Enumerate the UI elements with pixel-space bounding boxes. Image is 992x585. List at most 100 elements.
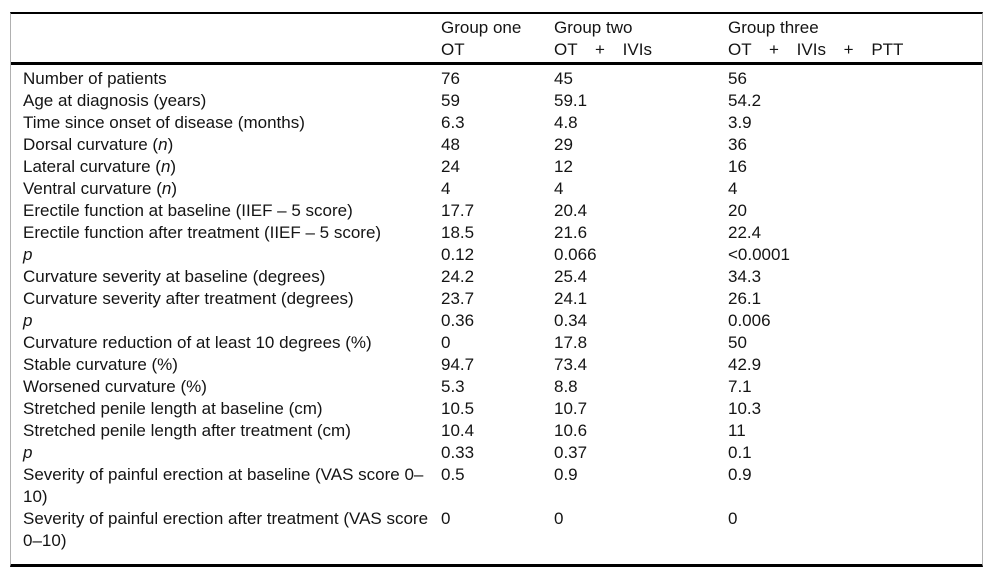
cell-value: 20 — [728, 201, 747, 220]
cell-value: 0.006 — [728, 311, 771, 330]
table-row: Stretched penile length at baseline (cm)… — [23, 398, 982, 420]
cell-value: 25.4 — [554, 267, 588, 286]
cell-value: 36 — [728, 135, 747, 154]
row-label-part: Stretched penile length after treatment … — [23, 421, 351, 440]
table-row: p 0.33 0.37 0.1 — [23, 442, 982, 464]
row-label: Erectile function at baseline (IIEF – 5 … — [23, 200, 441, 222]
cell-value: 0 — [441, 333, 451, 352]
row-label-italic-part: n — [158, 135, 168, 154]
table-row: Worsened curvature (%) 5.3 8.8 7.1 — [23, 376, 982, 398]
row-label-italic-part: p — [23, 245, 33, 264]
cell-value: 54.2 — [728, 91, 762, 110]
table-row: Curvature severity at baseline (degrees)… — [23, 266, 982, 288]
table-row: Erectile function after treatment (IIEF … — [23, 222, 982, 244]
cell-value: 16 — [728, 157, 747, 176]
row-label-part: Stable curvature (%) — [23, 355, 178, 374]
cell-value: 10.6 — [554, 421, 588, 440]
table-row: Time since onset of disease (months) 6.3 4… — [23, 112, 982, 134]
row-label-part: Dorsal curvature ( — [23, 135, 159, 154]
cell-value: 24 — [441, 157, 460, 176]
cell-value: 17.7 — [441, 201, 475, 220]
patient-outcomes-table: Group one OT Group two OT + IVIs Group t… — [10, 12, 983, 567]
cell-value: 29 — [554, 135, 573, 154]
cell-value: 94.7 — [441, 355, 475, 374]
cell-value: 0.36 — [441, 311, 475, 330]
row-label-part: Curvature severity at baseline (degrees) — [23, 267, 326, 286]
cell-value: 10.4 — [441, 421, 475, 440]
cell-value: 7.1 — [728, 377, 752, 396]
table-row: Stable curvature (%) 94.7 73.4 42.9 — [23, 354, 982, 376]
cell-value: 10.3 — [728, 399, 762, 418]
cell-value: 48 — [441, 135, 460, 154]
row-label: p — [23, 244, 441, 266]
cell-value: 10.5 — [441, 399, 475, 418]
cell-value: 0.37 — [554, 443, 588, 462]
row-label: p — [23, 442, 441, 464]
cell-value: 4 — [554, 179, 564, 198]
row-label-part: Curvature severity after treatment (degr… — [23, 289, 354, 308]
row-label: Severity of painful erection after treat… — [23, 508, 441, 552]
cell-value: 0 — [441, 509, 451, 528]
cell-value: 5.3 — [441, 377, 465, 396]
row-label-part: ) — [170, 157, 177, 176]
row-label-part: Ventral curvature ( — [23, 179, 162, 198]
row-label-part: ) — [167, 135, 174, 154]
table-row: Curvature reduction of at least 10 degre… — [23, 332, 982, 354]
row-label: Dorsal curvature (n) — [23, 134, 441, 156]
header-corner-cell — [23, 17, 441, 61]
cell-value: 0 — [554, 509, 564, 528]
cell-value: 45 — [554, 69, 573, 88]
row-label: Stretched penile length after treatment … — [23, 420, 441, 442]
row-label: p — [23, 310, 441, 332]
row-label-italic-part: n — [160, 157, 171, 176]
cell-value: 23.7 — [441, 289, 475, 308]
row-label-part: Erectile function after treatment (IIEF … — [23, 223, 382, 242]
cell-value: 22.4 — [728, 223, 762, 242]
row-label-part: Erectile function at baseline (IIEF – 5 … — [23, 201, 353, 220]
row-label-part: Severity of painful erection at baseline… — [23, 465, 424, 506]
row-label-part: Lateral curvature ( — [23, 157, 161, 176]
cell-value: 59 — [441, 91, 460, 110]
cell-value: 6.3 — [441, 113, 465, 132]
header-group-two: Group two OT + IVIs — [554, 17, 728, 61]
cell-value: 17.8 — [554, 333, 588, 352]
table-row: Dorsal curvature (n) 48 29 36 — [23, 134, 982, 156]
row-label-part: Time since onset of disease (months) — [23, 113, 305, 132]
table-row: Erectile function at baseline (IIEF – 5 … — [23, 200, 982, 222]
cell-value: 21.6 — [554, 223, 588, 242]
cell-value: 0.9 — [554, 465, 578, 484]
cell-value: <0.0001 — [728, 245, 790, 264]
row-label: Lateral curvature (n) — [23, 156, 441, 178]
table-row: Ventral curvature (n) 4 4 4 — [23, 178, 982, 200]
header-group-two-name: Group two — [554, 18, 633, 37]
row-label: Age at diagnosis (years) — [23, 90, 441, 112]
table-row: Curvature severity after treatment (degr… — [23, 288, 982, 310]
table-header-row: Group one OT Group two OT + IVIs Group t… — [11, 14, 982, 65]
row-label-part: ) — [171, 179, 178, 198]
row-label: Curvature severity after treatment (degr… — [23, 288, 441, 310]
table-row: Age at diagnosis (years) 59 59.1 54.2 — [23, 90, 982, 112]
cell-value: 3.9 — [728, 113, 752, 132]
cell-value: 20.4 — [554, 201, 588, 220]
table-row: Severity of painful erection after treat… — [23, 508, 982, 552]
cell-value: 0.066 — [554, 245, 597, 264]
cell-value: 50 — [728, 333, 747, 352]
cell-value: 4.8 — [554, 113, 578, 132]
cell-value: 42.9 — [728, 355, 762, 374]
table-row: Stretched penile length after treatment … — [23, 420, 982, 442]
cell-value: 0.9 — [728, 465, 752, 484]
row-label-italic-part: p — [23, 443, 33, 462]
table-body: Number of patients 76 45 56 Age at diagnosis… — [11, 65, 982, 564]
row-label-part: Worsened curvature (%) — [23, 377, 207, 396]
cell-value: 59.1 — [554, 91, 588, 110]
table-row: p 0.36 0.34 0.006 — [23, 310, 982, 332]
cell-value: 24.2 — [441, 267, 475, 286]
header-group-one: Group one OT — [441, 17, 554, 61]
row-label: Number of patients — [23, 68, 441, 90]
cell-value: 56 — [728, 69, 747, 88]
cell-value: 0.33 — [441, 443, 475, 462]
row-label: Curvature reduction of at least 10 degre… — [23, 332, 441, 354]
header-group-two-treatment: OT + IVIs — [554, 40, 652, 59]
header-group-three-name: Group three — [728, 18, 819, 37]
cell-value: 18.5 — [441, 223, 475, 242]
